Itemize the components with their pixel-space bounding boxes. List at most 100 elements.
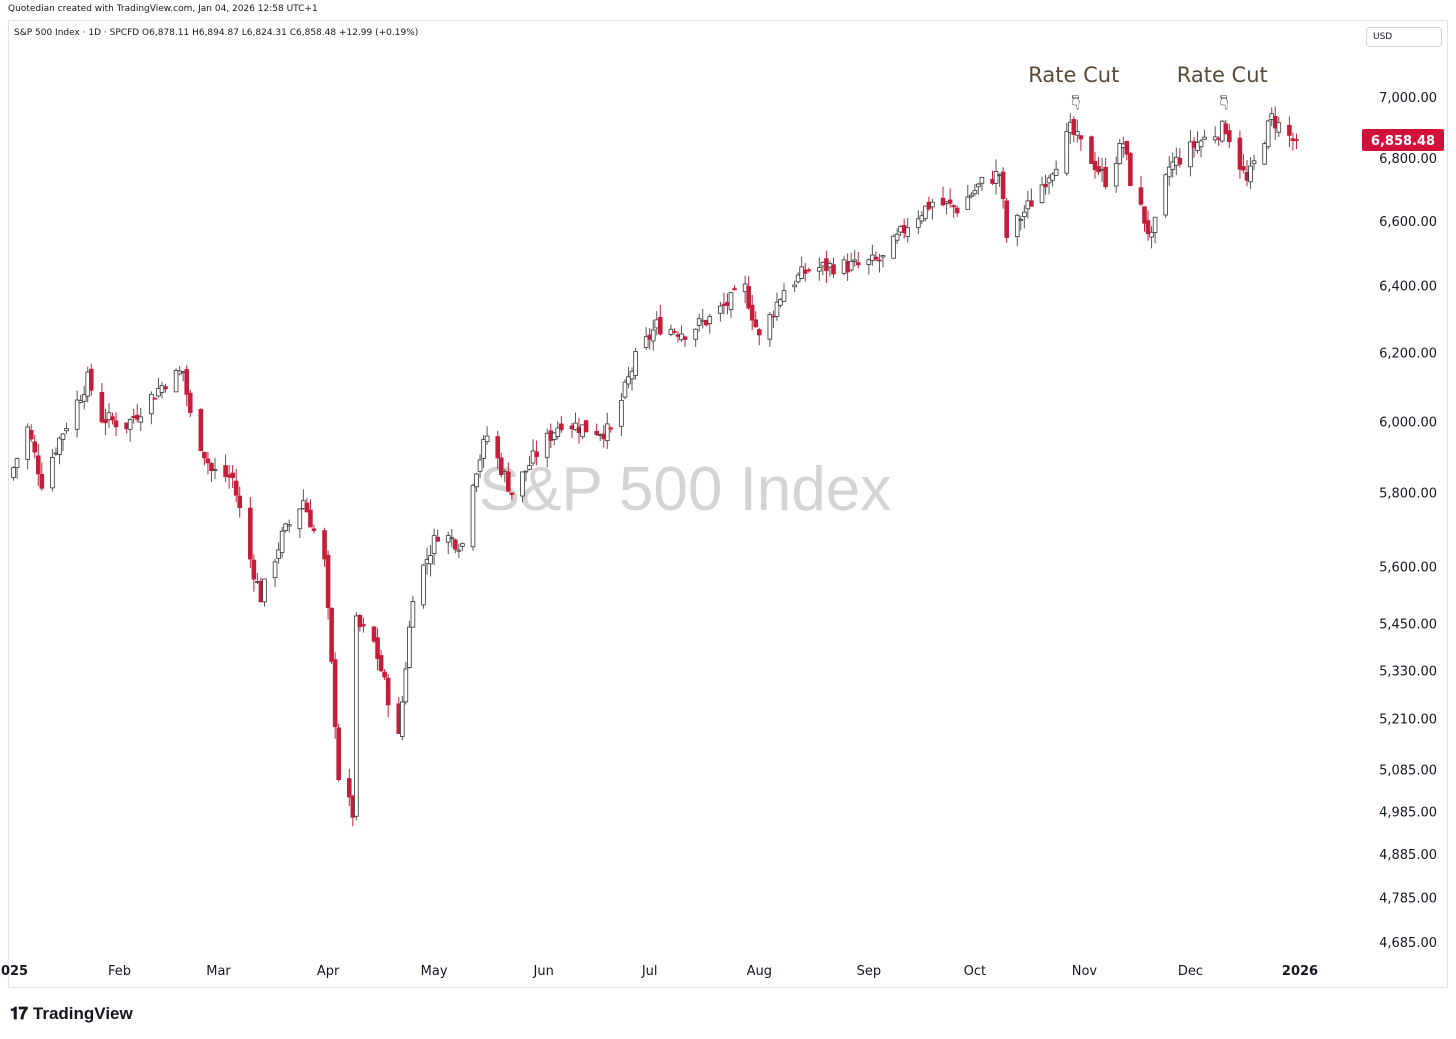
candle bbox=[894, 228, 900, 244]
candle bbox=[495, 430, 501, 469]
candle bbox=[202, 451, 207, 466]
candle bbox=[583, 420, 589, 433]
candle bbox=[1138, 175, 1144, 207]
y-tick-label: 6,400.00 bbox=[1379, 280, 1437, 295]
currency-selector[interactable]: USD bbox=[1366, 27, 1442, 47]
candle bbox=[474, 472, 479, 492]
candle bbox=[1145, 210, 1151, 241]
candle bbox=[110, 412, 115, 425]
credit-line: Quotedian created with TradingView.com, … bbox=[8, 4, 318, 14]
candle bbox=[1092, 151, 1098, 179]
candle bbox=[152, 397, 158, 400]
candle bbox=[99, 383, 105, 424]
candle bbox=[594, 423, 599, 437]
candle bbox=[668, 324, 674, 337]
candle bbox=[1294, 133, 1299, 150]
x-axis: 2025 Feb Mar Apr May Jun Jul Aug Sep Oct Nov Dec 202… bbox=[0, 964, 1318, 979]
x-tick-label: Dec bbox=[1178, 964, 1203, 979]
candle bbox=[891, 234, 896, 259]
x-tick-label: Mar bbox=[206, 964, 231, 979]
candle bbox=[619, 393, 624, 437]
candle bbox=[1117, 138, 1123, 165]
candle bbox=[951, 204, 956, 218]
x-tick-label: 2026 bbox=[1282, 964, 1318, 979]
last-price-label: 6,858.48 bbox=[1371, 134, 1435, 149]
y-tick-label: 4,885.00 bbox=[1379, 848, 1437, 863]
candle bbox=[693, 328, 698, 347]
candle bbox=[187, 389, 193, 418]
candle bbox=[1089, 135, 1094, 164]
candle bbox=[407, 620, 412, 669]
candle bbox=[866, 258, 872, 275]
candle bbox=[1287, 116, 1292, 148]
candle bbox=[375, 628, 380, 671]
candle bbox=[509, 492, 515, 501]
candle bbox=[14, 457, 20, 479]
candle bbox=[1071, 116, 1077, 143]
candle bbox=[35, 444, 41, 487]
candle bbox=[658, 304, 663, 336]
candle bbox=[1272, 106, 1278, 140]
y-tick-label: 4,985.00 bbox=[1379, 805, 1437, 820]
candle bbox=[28, 424, 34, 442]
candle bbox=[707, 313, 713, 334]
candle bbox=[403, 661, 409, 705]
candle bbox=[50, 448, 55, 492]
candle bbox=[477, 454, 483, 478]
y-tick-label: 6,000.00 bbox=[1379, 415, 1437, 430]
candle bbox=[378, 649, 384, 672]
chart-frame bbox=[8, 20, 1448, 988]
candle bbox=[1053, 160, 1059, 176]
candle bbox=[149, 391, 154, 425]
y-tick-label: 6,200.00 bbox=[1379, 346, 1437, 361]
candle bbox=[1202, 129, 1207, 141]
candle bbox=[336, 723, 341, 782]
candle bbox=[954, 205, 960, 217]
candle bbox=[573, 412, 578, 431]
y-tick-label: 4,685.00 bbox=[1379, 936, 1437, 951]
candle bbox=[64, 422, 69, 434]
candle bbox=[106, 403, 112, 428]
candle bbox=[410, 595, 416, 628]
candle bbox=[972, 183, 978, 197]
candle bbox=[361, 617, 366, 633]
candle bbox=[1198, 138, 1204, 158]
candle bbox=[237, 486, 243, 518]
candle bbox=[1014, 213, 1020, 247]
candle bbox=[251, 554, 257, 592]
candle bbox=[855, 252, 861, 269]
y-tick-label: 5,450.00 bbox=[1379, 618, 1437, 633]
candle bbox=[1237, 130, 1243, 179]
candle bbox=[633, 347, 638, 380]
candle bbox=[774, 292, 780, 321]
y-axis: 7,000.00 6,800.00 6,600.00 6,400.00 6,200.00… bbox=[1379, 91, 1437, 951]
candle bbox=[1022, 204, 1027, 229]
candle bbox=[604, 412, 610, 449]
candle bbox=[230, 464, 235, 489]
candle bbox=[1248, 157, 1253, 189]
x-tick-label: Sep bbox=[857, 964, 882, 979]
candle bbox=[311, 524, 317, 534]
candle bbox=[32, 434, 38, 459]
candle bbox=[1039, 176, 1045, 204]
candle bbox=[626, 366, 631, 389]
candle bbox=[1241, 154, 1246, 174]
candle bbox=[445, 531, 451, 555]
candle bbox=[223, 454, 228, 482]
candle bbox=[806, 267, 812, 273]
last-price-badge bbox=[1362, 128, 1444, 151]
candle bbox=[1029, 188, 1034, 207]
candle bbox=[1018, 216, 1024, 231]
x-tick-label: Jul bbox=[641, 964, 658, 979]
candle bbox=[456, 543, 462, 558]
candle bbox=[1163, 172, 1168, 219]
candle bbox=[39, 462, 45, 491]
candle bbox=[544, 428, 550, 468]
candle bbox=[749, 294, 755, 331]
candle bbox=[81, 386, 87, 410]
candle bbox=[1096, 157, 1101, 176]
candle bbox=[74, 390, 80, 438]
candle bbox=[25, 423, 30, 470]
pointing-hand-down-icon: 👇︎ bbox=[1071, 91, 1080, 116]
